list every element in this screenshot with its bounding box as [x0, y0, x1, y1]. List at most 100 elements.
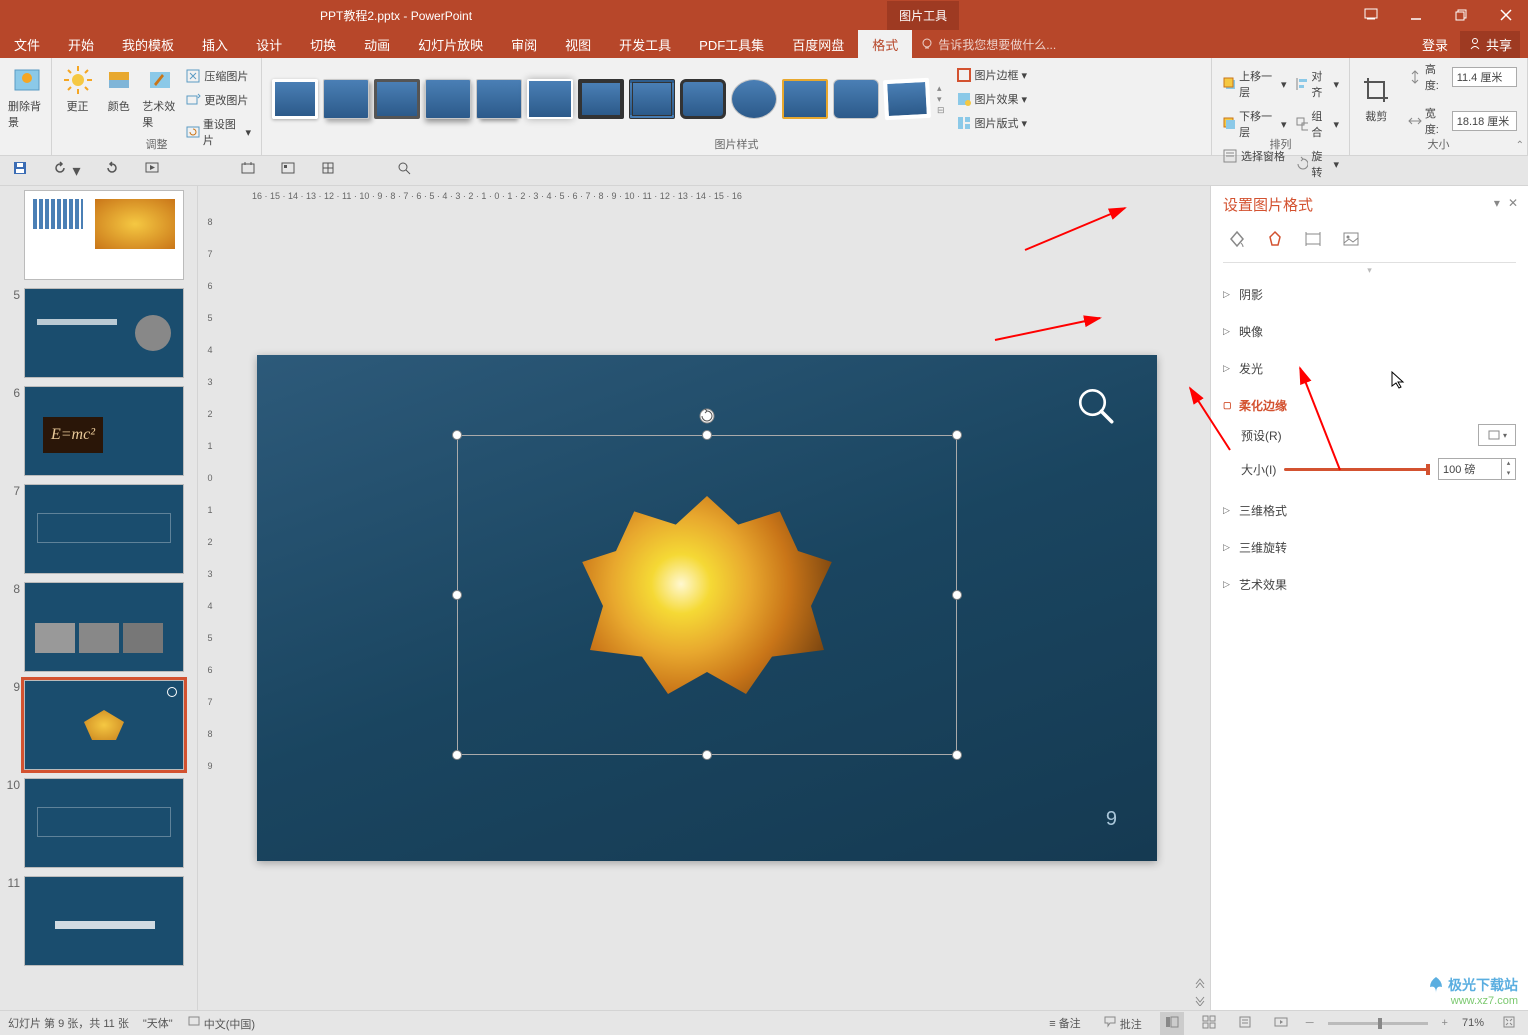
prev-slide-icon[interactable]	[1194, 976, 1206, 988]
section-glow[interactable]: ▷发光	[1223, 356, 1516, 381]
styles-more[interactable]: ▴▾⊟	[935, 83, 947, 116]
spinner-up[interactable]: ▴	[1502, 459, 1515, 469]
thumb-7[interactable]: 7	[0, 480, 197, 578]
remove-background-button[interactable]: 删除背景	[6, 62, 48, 132]
handle-tr[interactable]	[952, 430, 962, 440]
selected-picture[interactable]	[457, 435, 957, 755]
tell-me-input[interactable]: 告诉我您想要做什么...	[920, 30, 1056, 58]
restore-button[interactable]	[1438, 0, 1483, 30]
picture-tab[interactable]	[1341, 229, 1361, 252]
qat-btn-6[interactable]	[276, 158, 300, 183]
thumb-5[interactable]: 5	[0, 284, 197, 382]
tab-review[interactable]: 审阅	[497, 30, 551, 58]
pic-style-5[interactable]	[476, 79, 522, 119]
compress-button[interactable]: 压缩图片	[181, 66, 255, 86]
ribbon-options-icon[interactable]	[1348, 0, 1393, 30]
pane-dropdown-icon[interactable]: ▾	[1494, 196, 1500, 210]
tab-home[interactable]: 开始	[54, 30, 108, 58]
fit-button[interactable]	[1498, 1013, 1520, 1034]
handle-ml[interactable]	[452, 590, 462, 600]
slide[interactable]: 9	[257, 355, 1157, 861]
share-button[interactable]: 共享	[1460, 31, 1520, 58]
pic-style-12[interactable]	[833, 79, 879, 119]
sorter-view-button[interactable]	[1198, 1013, 1220, 1034]
pic-style-4[interactable]	[425, 79, 471, 119]
thumb-4[interactable]	[0, 186, 197, 284]
slideshow-button[interactable]	[140, 158, 164, 183]
section-shadow[interactable]: ▷阴影	[1223, 282, 1516, 307]
pic-layout-button[interactable]: 图片版式 ▾	[952, 113, 1032, 133]
pic-style-6[interactable]	[527, 79, 573, 119]
tab-animations[interactable]: 动画	[350, 30, 404, 58]
pic-style-13[interactable]	[883, 78, 931, 120]
tab-insert[interactable]: 插入	[188, 30, 242, 58]
thumb-10[interactable]: 10	[0, 774, 197, 872]
comments-button[interactable]: 批注	[1099, 1012, 1146, 1034]
crop-button[interactable]: 裁剪	[1356, 72, 1397, 126]
handle-br[interactable]	[952, 750, 962, 760]
notes-button[interactable]: ≡ 备注	[1045, 1013, 1084, 1033]
align-button[interactable]: 对齐 ▾	[1291, 66, 1343, 102]
size-slider[interactable]	[1284, 468, 1430, 471]
section-3d-format[interactable]: ▷三维格式	[1223, 498, 1516, 523]
corrections-button[interactable]: 更正	[58, 62, 97, 116]
tab-developer[interactable]: 开发工具	[605, 30, 685, 58]
zoom-slider[interactable]	[1328, 1022, 1428, 1025]
change-pic-button[interactable]: 更改图片	[181, 90, 255, 110]
normal-view-button[interactable]	[1160, 1012, 1184, 1035]
tab-pdf[interactable]: PDF工具集	[685, 30, 778, 58]
collapse-ribbon-icon[interactable]: ⌃	[1516, 140, 1524, 151]
pic-style-11[interactable]	[782, 79, 828, 119]
width-input[interactable]: 18.18 厘米	[1452, 111, 1517, 131]
pic-style-1[interactable]	[272, 79, 318, 119]
save-button[interactable]	[8, 158, 32, 183]
spinner-down[interactable]: ▾	[1502, 469, 1515, 479]
pic-border-button[interactable]: 图片边框 ▾	[952, 65, 1032, 85]
handle-tc[interactable]	[702, 430, 712, 440]
thumb-6[interactable]: 6E=mc²	[0, 382, 197, 480]
close-button[interactable]	[1483, 0, 1528, 30]
section-soft-edges[interactable]: ▢柔化边缘	[1223, 393, 1516, 418]
height-input[interactable]: 11.4 厘米	[1452, 67, 1517, 87]
handle-bl[interactable]	[452, 750, 462, 760]
section-reflection[interactable]: ▷映像	[1223, 319, 1516, 344]
thumbnail-panel[interactable]: 5 6E=mc² 7 8 9 10 11	[0, 186, 198, 1010]
language-button[interactable]: 中文(中国)	[187, 1014, 255, 1032]
tab-slideshow[interactable]: 幻灯片放映	[404, 30, 497, 58]
width-field[interactable]: 宽度:18.18 厘米	[1403, 103, 1521, 139]
zoom-level[interactable]: 71%	[1462, 1017, 1484, 1029]
reading-view-button[interactable]	[1234, 1013, 1256, 1034]
tab-templates[interactable]: 我的模板	[108, 30, 188, 58]
qat-btn-8[interactable]	[392, 158, 416, 183]
slideshow-view-button[interactable]	[1270, 1013, 1292, 1034]
minimize-button[interactable]	[1393, 0, 1438, 30]
tab-baidu[interactable]: 百度网盘	[778, 30, 858, 58]
thumb-8[interactable]: 8	[0, 578, 197, 676]
next-slide-icon[interactable]	[1194, 994, 1206, 1006]
qat-btn-7[interactable]	[316, 158, 340, 183]
tab-format[interactable]: 格式	[858, 30, 912, 58]
thumb-9[interactable]: 9	[0, 676, 197, 774]
redo-button[interactable]	[100, 158, 124, 183]
login-button[interactable]: 登录	[1412, 35, 1458, 54]
pic-style-3[interactable]	[374, 79, 420, 119]
tab-view[interactable]: 视图	[551, 30, 605, 58]
bring-forward-button[interactable]: 上移一层 ▾	[1218, 66, 1291, 102]
pic-effects-button[interactable]: 图片效果 ▾	[952, 89, 1032, 109]
effects-tab[interactable]	[1265, 229, 1285, 252]
pic-style-10[interactable]	[731, 79, 777, 119]
height-field[interactable]: 高度:11.4 厘米	[1403, 59, 1521, 95]
pane-close-icon[interactable]: ✕	[1508, 196, 1518, 210]
pic-style-8[interactable]	[629, 79, 675, 119]
qat-btn-5[interactable]	[236, 158, 260, 183]
tab-file[interactable]: 文件	[0, 30, 54, 58]
handle-tl[interactable]	[452, 430, 462, 440]
pic-style-9[interactable]	[680, 79, 726, 119]
section-art-effects[interactable]: ▷艺术效果	[1223, 572, 1516, 597]
pic-style-2[interactable]	[323, 79, 369, 119]
color-button[interactable]: 颜色	[99, 62, 138, 116]
rotation-handle[interactable]	[698, 407, 716, 430]
thumb-11[interactable]: 11	[0, 872, 197, 970]
handle-mr[interactable]	[952, 590, 962, 600]
artistic-effects-button[interactable]: 艺术效果	[140, 62, 179, 132]
